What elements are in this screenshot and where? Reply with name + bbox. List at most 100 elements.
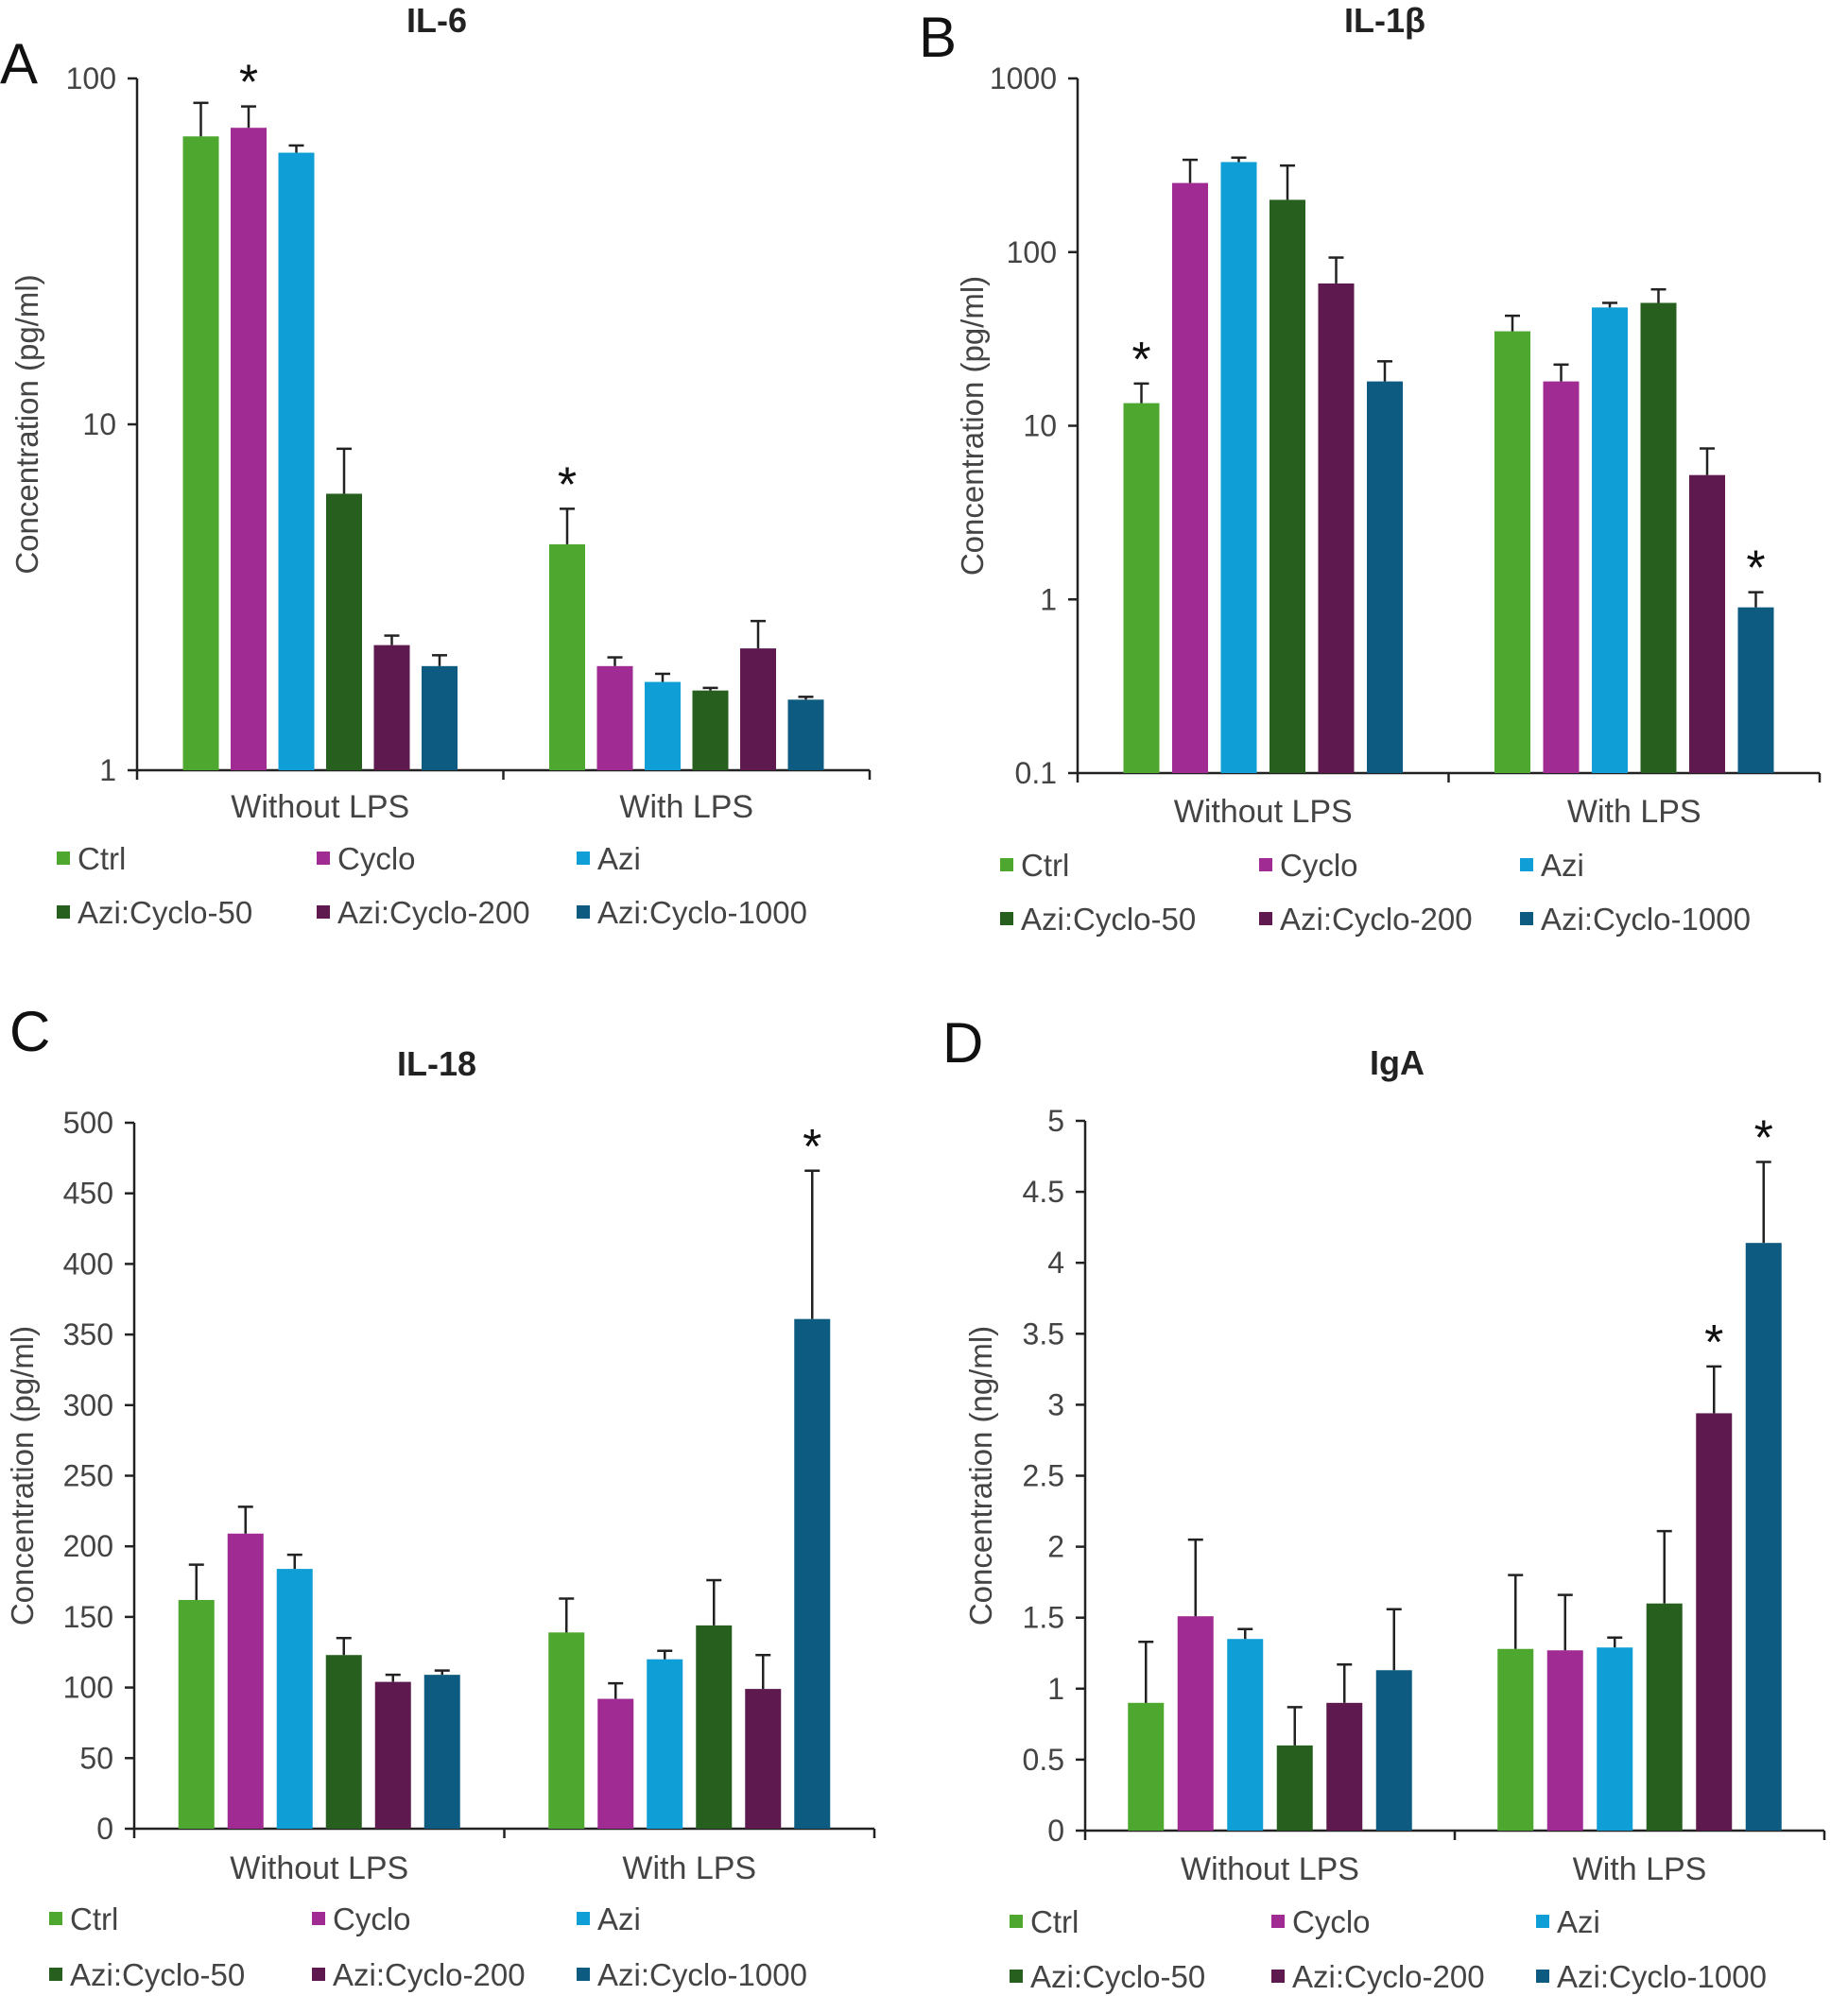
bar-b-azi-cyclo-50-with-lps xyxy=(1640,302,1677,773)
legend-item-a-ctrl: Ctrl xyxy=(57,841,126,876)
legend-swatch xyxy=(1000,912,1013,925)
legend-item-b-cyclo: Cyclo xyxy=(1259,848,1358,883)
y-axis-label-d: Concentration (ng/ml) xyxy=(963,1326,998,1626)
bar-b-cyclo-with-lps xyxy=(1543,381,1580,773)
legend-item-c-azi-cyclo-200: Azi:Cyclo-200 xyxy=(312,1957,526,1992)
y-axis-label-b: Concentration (pg/ml) xyxy=(955,276,990,576)
panel-a: A IL-6 Concentration (pg/ml) 1 10 100 Without … xyxy=(0,1,872,930)
legend-label: Cyclo xyxy=(1280,848,1358,883)
y-tick-label-d: 2.5 xyxy=(1023,1459,1064,1493)
panel-c: C IL-18 Concentration (pg/ml) 0 50 100 150 200 2… xyxy=(5,1000,876,1992)
y-tick-label-b: 1000 xyxy=(990,61,1057,95)
y-tick-label-d: 0.5 xyxy=(1023,1743,1064,1777)
bar-a-azi-with-lps xyxy=(645,681,681,770)
panel-letter-c: C xyxy=(9,1000,50,1063)
legend-item-d-ctrl: Ctrl xyxy=(1010,1904,1079,1939)
legend-swatch xyxy=(1271,1915,1285,1928)
y-tick-label-d: 4 xyxy=(1047,1246,1064,1280)
bar-a-azi-cyclo-1000-with-lps xyxy=(787,699,824,770)
significance-star-d: * xyxy=(1704,1316,1723,1370)
bar-a-azi-cyclo-50-without-lps xyxy=(326,493,362,770)
legend-item-d-azi-cyclo-50: Azi:Cyclo-50 xyxy=(1010,1959,1205,1994)
chart-title-c: IL-18 xyxy=(397,1044,476,1083)
legend-swatch xyxy=(577,1968,590,1981)
y-axis-label-a: Concentration (pg/ml) xyxy=(9,274,44,574)
legend-label: Azi:Cyclo-200 xyxy=(337,895,530,930)
bar-d-azi-cyclo-1000-with-lps xyxy=(1745,1243,1782,1831)
legend-swatch xyxy=(577,905,590,919)
bar-b-azi-without-lps xyxy=(1220,162,1257,773)
bar-a-azi-cyclo-50-with-lps xyxy=(692,690,729,770)
chart-title-d: IgA xyxy=(1370,1043,1425,1082)
panel-letter-a: A xyxy=(0,32,38,95)
y-tick-label-c: 350 xyxy=(63,1317,113,1351)
legend-swatch xyxy=(1259,858,1272,871)
panel-b: B IL-1β Concentration (pg/ml) 0.1 1 10 100 1000… xyxy=(919,1,1822,937)
legend-label: Ctrl xyxy=(78,841,126,876)
x-group-label-d: With LPS xyxy=(1573,1851,1707,1887)
legend-swatch xyxy=(1520,858,1533,871)
y-tick-label-c: 100 xyxy=(63,1671,113,1705)
bar-c-azi-cyclo-1000-without-lps xyxy=(423,1675,460,1829)
y-tick-label-a: 100 xyxy=(66,61,116,95)
legend-label: Azi:Cyclo-1000 xyxy=(597,1957,807,1992)
legend-item-a-cyclo: Cyclo xyxy=(317,841,416,876)
legend-item-c-ctrl: Ctrl xyxy=(49,1901,118,1936)
legend-label: Azi:Cyclo-50 xyxy=(70,1957,245,1992)
bar-a-cyclo-with-lps xyxy=(596,665,633,770)
bar-a-azi-without-lps xyxy=(278,152,315,770)
legend-label: Cyclo xyxy=(337,841,416,876)
panel-letter-d: D xyxy=(942,1011,983,1075)
legend-item-a-azi-cyclo-1000: Azi:Cyclo-1000 xyxy=(577,895,807,930)
legend-label: Azi xyxy=(1557,1904,1600,1939)
legend-item-b-azi-cyclo-50: Azi:Cyclo-50 xyxy=(1000,902,1196,937)
legend-swatch xyxy=(312,1968,325,1981)
bar-b-ctrl-with-lps xyxy=(1494,331,1530,773)
y-tick-label-d: 2 xyxy=(1047,1530,1064,1564)
legend-label: Azi:Cyclo-1000 xyxy=(1541,902,1751,937)
x-group-label-b: Without LPS xyxy=(1174,794,1353,830)
bar-d-azi-cyclo-50-with-lps xyxy=(1646,1603,1683,1831)
legend-swatch xyxy=(317,905,330,919)
legend-label: Ctrl xyxy=(70,1901,118,1936)
legend-swatch xyxy=(577,852,590,865)
legend-swatch xyxy=(49,1912,62,1925)
legend-swatch xyxy=(1010,1915,1023,1928)
y-tick-label-d: 5 xyxy=(1047,1104,1064,1138)
y-tick-label-c: 200 xyxy=(63,1529,113,1563)
legend-label: Azi:Cyclo-200 xyxy=(1292,1959,1485,1994)
bar-d-ctrl-with-lps xyxy=(1497,1648,1534,1831)
bar-c-azi-cyclo-50-without-lps xyxy=(325,1655,362,1829)
bar-d-azi-with-lps xyxy=(1597,1647,1633,1831)
legend-item-b-ctrl: Ctrl xyxy=(1000,848,1069,883)
y-tick-label-c: 250 xyxy=(63,1459,113,1493)
bar-b-azi-with-lps xyxy=(1592,307,1628,773)
y-tick-label-a: 10 xyxy=(82,407,116,441)
x-group-label-c: Without LPS xyxy=(230,1850,408,1886)
legend-item-a-azi-cyclo-50: Azi:Cyclo-50 xyxy=(57,895,252,930)
bar-d-azi-without-lps xyxy=(1227,1639,1264,1831)
legend-label: Azi:Cyclo-1000 xyxy=(597,895,807,930)
y-tick-label-b: 1 xyxy=(1040,582,1057,616)
y-tick-label-a: 1 xyxy=(99,753,116,787)
x-group-label-c: With LPS xyxy=(622,1850,756,1886)
bar-a-cyclo-without-lps xyxy=(231,128,267,770)
legend-swatch xyxy=(1010,1970,1023,1983)
legend-label: Cyclo xyxy=(1292,1904,1371,1939)
legend-label: Ctrl xyxy=(1030,1904,1079,1939)
legend-label: Ctrl xyxy=(1021,848,1069,883)
bar-b-azi-cyclo-200-with-lps xyxy=(1689,474,1725,773)
y-tick-label-d: 3 xyxy=(1047,1387,1064,1421)
legend-label: Azi:Cyclo-50 xyxy=(1030,1959,1205,1994)
panel-letter-b: B xyxy=(919,6,957,69)
significance-star-b: * xyxy=(1131,333,1150,387)
y-tick-label-d: 0 xyxy=(1047,1814,1064,1848)
legend-label: Azi xyxy=(597,1901,641,1936)
x-group-label-d: Without LPS xyxy=(1181,1851,1359,1887)
legend-swatch xyxy=(1536,1915,1549,1928)
y-tick-label-b: 10 xyxy=(1023,409,1057,443)
legend-label: Azi:Cyclo-50 xyxy=(78,895,252,930)
legend-swatch xyxy=(1271,1970,1285,1983)
legend-item-a-azi: Azi xyxy=(577,841,641,876)
